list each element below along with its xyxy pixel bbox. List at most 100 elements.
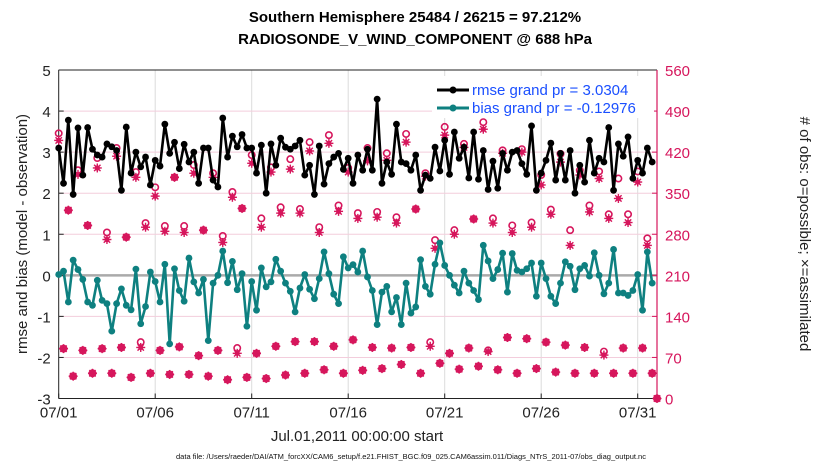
bias-point	[499, 249, 506, 257]
bias-point	[561, 258, 569, 266]
bias-point	[479, 241, 487, 249]
bias-point	[118, 285, 125, 293]
rmse-point	[301, 171, 309, 179]
possible-marker	[218, 232, 227, 241]
possible-marker	[315, 223, 324, 232]
possible-marker	[373, 207, 382, 216]
bias-point	[523, 265, 531, 273]
bias-point	[238, 270, 246, 278]
rmse-point	[513, 147, 521, 154]
possible-marker	[199, 226, 208, 235]
possible-marker	[194, 351, 203, 360]
bias-point	[301, 271, 309, 278]
possible-marker	[349, 335, 358, 344]
assimilated-marker	[594, 174, 604, 184]
bias-point	[624, 292, 632, 299]
bias-point	[146, 268, 154, 276]
rmse-point	[450, 128, 458, 136]
possible-marker	[223, 375, 232, 384]
possible-marker	[488, 214, 497, 223]
bias-point	[79, 276, 87, 283]
possible-marker	[392, 213, 401, 222]
bias-point	[504, 288, 511, 296]
possible-marker	[628, 369, 637, 378]
assimilated-marker	[507, 227, 517, 237]
possible-marker	[508, 221, 517, 230]
rmse-point	[262, 189, 270, 197]
bias-point	[98, 296, 106, 304]
rmse-point	[388, 170, 396, 178]
possible-marker	[368, 343, 377, 352]
rmse-point	[219, 114, 227, 122]
bias-point	[450, 281, 458, 289]
bias-point	[576, 265, 584, 273]
bias-point	[200, 276, 207, 283]
possible-marker	[411, 205, 420, 214]
bias-point	[354, 268, 362, 276]
bias-point	[426, 290, 434, 298]
rmse-line	[57, 97, 654, 196]
bias-point	[214, 271, 222, 279]
rmse-point	[364, 145, 371, 153]
possible-marker	[532, 364, 541, 373]
rmse-point	[108, 143, 116, 151]
possible-marker	[329, 342, 338, 351]
possible-marker	[281, 371, 290, 380]
assimilated-marker	[179, 227, 189, 237]
rmse-point	[229, 132, 236, 140]
possible-marker	[402, 129, 411, 138]
rmse-point	[436, 167, 444, 175]
bias-point	[60, 267, 67, 275]
rmse-point	[595, 154, 603, 162]
rmse-point	[484, 186, 492, 193]
possible-marker	[503, 333, 512, 342]
possible-marker	[83, 221, 92, 230]
rmse-point	[629, 175, 637, 182]
rmse-point	[137, 163, 145, 171]
possible-marker	[59, 344, 68, 353]
assimilated-marker	[478, 124, 488, 134]
rmse-point	[55, 144, 63, 152]
possible-marker	[54, 129, 63, 138]
bias-point	[455, 289, 463, 297]
bias-point	[142, 303, 149, 310]
bias-point	[320, 248, 328, 256]
rmse-point	[349, 179, 357, 187]
bias-point	[547, 292, 555, 300]
bias-point	[103, 300, 111, 308]
bias-point	[542, 275, 550, 282]
chart-title-line1: Southern Hemisphere 25484 / 26215 = 97.2…	[249, 9, 581, 26]
rmse-point	[552, 176, 560, 184]
bias-point	[475, 296, 482, 303]
bias-point	[253, 306, 260, 314]
possible-marker	[78, 346, 87, 355]
bias-point	[648, 279, 656, 287]
rmse-point	[146, 181, 154, 189]
rmse-point	[243, 144, 251, 152]
rmse-point	[542, 156, 550, 164]
bias-point	[571, 286, 579, 294]
possible-marker	[590, 369, 599, 378]
rmse-point	[200, 144, 207, 152]
possible-marker	[228, 188, 237, 197]
bias-point	[64, 298, 72, 306]
bias-point	[272, 255, 280, 263]
bias-point	[402, 279, 410, 287]
possible-marker	[474, 362, 483, 371]
bias-point	[412, 303, 420, 311]
bias-point	[397, 321, 405, 328]
rmse-point	[518, 160, 526, 168]
possible-marker	[107, 369, 116, 378]
assimilated-marker	[92, 163, 102, 173]
possible-marker	[257, 214, 266, 223]
rmse-point	[330, 153, 338, 161]
bias-point	[373, 321, 381, 328]
rmse-point	[142, 153, 149, 161]
rmse-point	[402, 160, 410, 168]
rmse-point	[576, 161, 584, 169]
legend: rmse grand pr = 3.0304 bias grand pr = -…	[432, 76, 654, 118]
rmse-point	[214, 183, 222, 191]
x-tick-label: 07/31	[619, 405, 657, 422]
possible-marker	[165, 370, 174, 379]
rmse-point	[479, 147, 487, 154]
